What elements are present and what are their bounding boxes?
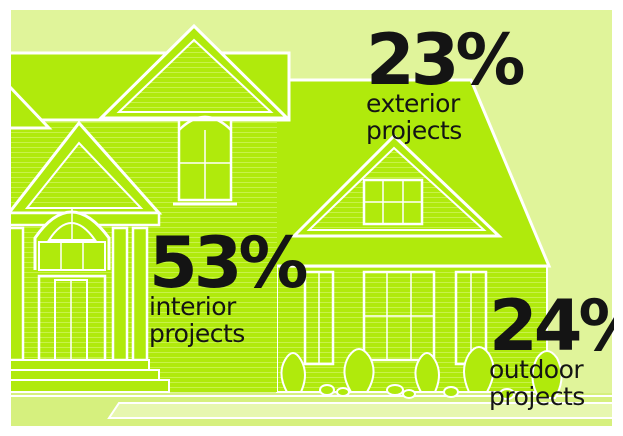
interior-label-line1: interior — [149, 292, 236, 321]
exterior-label-line1: exterior — [366, 89, 460, 118]
stat-outdoor: 24% outdoor projects — [489, 285, 614, 411]
landscaping — [280, 346, 563, 400]
outdoor-percent: 24% — [489, 285, 614, 367]
house-illustration — [9, 8, 614, 428]
exterior-label-line2: projects — [366, 116, 462, 145]
stat-exterior: 23% exterior projects — [366, 19, 526, 145]
outdoor-label-line2: projects — [489, 382, 585, 411]
exterior-percent: 23% — [366, 19, 526, 101]
right-wing — [265, 78, 552, 393]
sidewalk — [107, 402, 614, 419]
interior-label-line2: projects — [149, 319, 245, 348]
interior-percent: 53% — [149, 222, 309, 304]
outdoor-label-line1: outdoor — [489, 355, 584, 384]
stat-interior: 53% interior projects — [149, 222, 309, 348]
infographic: 23% exterior projects 53% interior proje… — [9, 8, 614, 428]
main-house — [9, 23, 291, 393]
